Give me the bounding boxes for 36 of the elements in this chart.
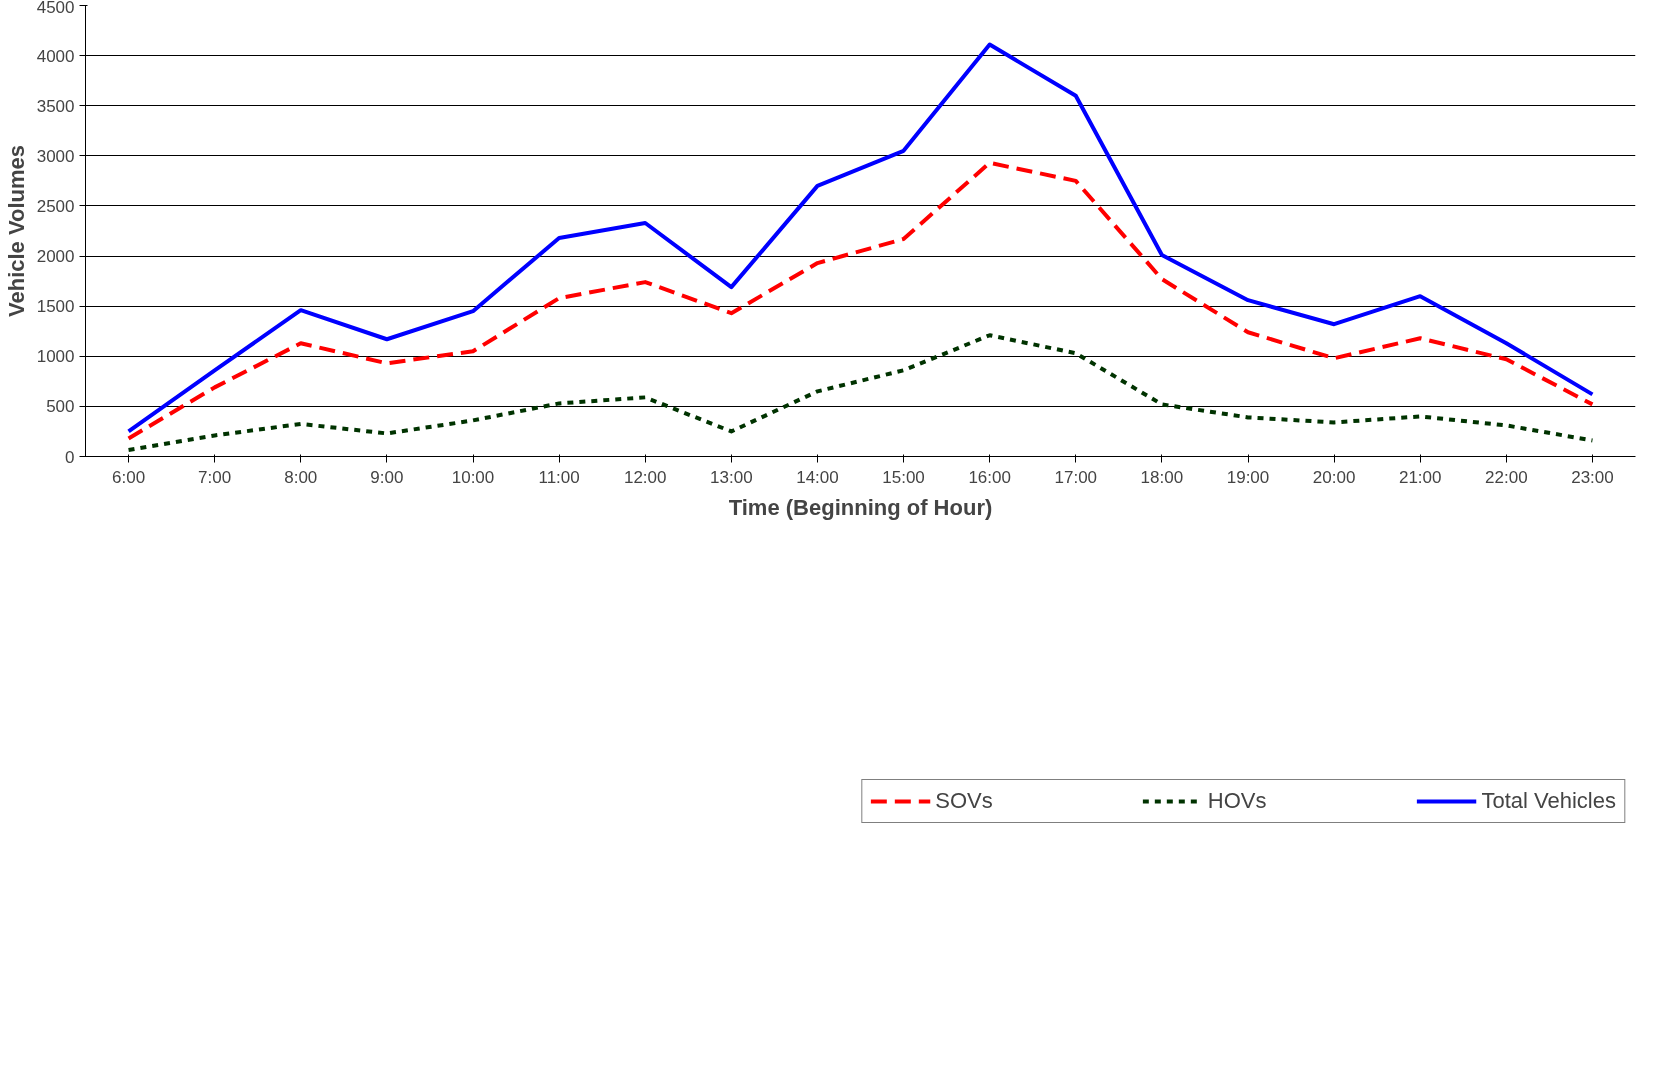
x-tick-label: 9:00 bbox=[370, 467, 404, 487]
x-tick-label: 14:00 bbox=[796, 467, 839, 487]
x-tick-label: 21:00 bbox=[1398, 467, 1442, 487]
line-series bbox=[126, 160, 1595, 441]
y-tick-label: 1000 bbox=[36, 347, 75, 367]
x-tick-label: 8:00 bbox=[284, 467, 318, 487]
x-tick-label: 13:00 bbox=[710, 467, 753, 487]
x-axis-title: Time (Beginning of Hour) bbox=[728, 494, 993, 520]
y-tick-label: 2500 bbox=[36, 196, 75, 216]
x-tick-label: 16:00 bbox=[968, 467, 1011, 487]
y-tick-label: 500 bbox=[46, 397, 75, 417]
y-tick-label: 4500 bbox=[36, 0, 75, 17]
x-tick-label: 12:00 bbox=[623, 467, 667, 487]
x-tick-label: 20:00 bbox=[1312, 467, 1356, 487]
x-tick-label: 18:00 bbox=[1140, 467, 1184, 487]
legend-label: Total Vehicles bbox=[1481, 788, 1616, 814]
x-tick-label: 19:00 bbox=[1226, 467, 1270, 487]
x-tick-label: 6:00 bbox=[112, 467, 146, 487]
line-series bbox=[126, 42, 1595, 434]
y-tick-label: 0 bbox=[65, 447, 75, 467]
x-tick-label: 10:00 bbox=[451, 467, 495, 487]
x-tick-label: 23:00 bbox=[1571, 467, 1614, 487]
y-tick-label: 1500 bbox=[36, 297, 75, 317]
y-tick-label: 3500 bbox=[36, 96, 75, 116]
x-tick-label: 15:00 bbox=[882, 467, 925, 487]
x-tick-label: 22:00 bbox=[1485, 467, 1528, 487]
legend-label: HOVs bbox=[1207, 788, 1267, 814]
y-tick-label: 4000 bbox=[36, 46, 75, 66]
line-series bbox=[126, 333, 1595, 452]
x-tick-label: 11:00 bbox=[538, 467, 580, 487]
y-tick-label: 3000 bbox=[36, 146, 75, 166]
x-tick-label: 17:00 bbox=[1054, 467, 1098, 487]
x-tick-label: 7:00 bbox=[198, 467, 232, 487]
legend-label: SOVs bbox=[935, 788, 993, 814]
y-tick-label: 2000 bbox=[36, 247, 75, 267]
y-axis-title: Vehicle Volumes bbox=[3, 144, 29, 317]
